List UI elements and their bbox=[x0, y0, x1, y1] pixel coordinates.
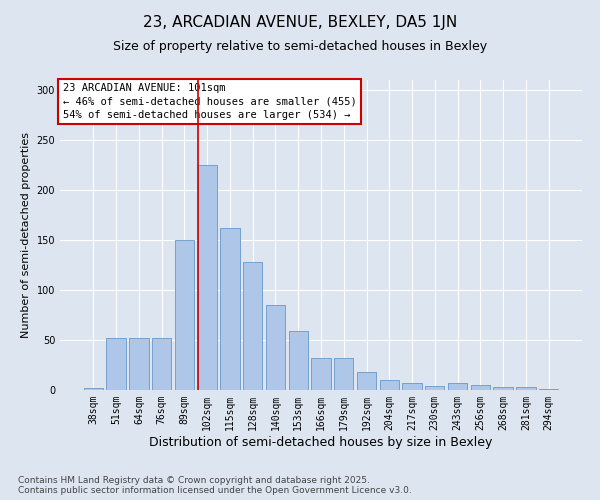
Bar bbox=[243, 262, 262, 390]
Text: Contains HM Land Registry data © Crown copyright and database right 2025.: Contains HM Land Registry data © Crown c… bbox=[18, 476, 370, 485]
Bar bbox=[425, 386, 445, 390]
Bar bbox=[197, 165, 217, 390]
Bar bbox=[175, 240, 194, 390]
Text: 23, ARCADIAN AVENUE, BEXLEY, DA5 1JN: 23, ARCADIAN AVENUE, BEXLEY, DA5 1JN bbox=[143, 15, 457, 30]
Bar bbox=[357, 372, 376, 390]
Bar bbox=[334, 358, 353, 390]
Text: Size of property relative to semi-detached houses in Bexley: Size of property relative to semi-detach… bbox=[113, 40, 487, 53]
Bar bbox=[493, 387, 513, 390]
Bar bbox=[152, 338, 172, 390]
Bar bbox=[106, 338, 126, 390]
Bar bbox=[403, 383, 422, 390]
Bar bbox=[220, 228, 239, 390]
Bar bbox=[311, 358, 331, 390]
Bar bbox=[516, 387, 536, 390]
Bar bbox=[266, 305, 285, 390]
Bar bbox=[84, 388, 103, 390]
Text: Contains public sector information licensed under the Open Government Licence v3: Contains public sector information licen… bbox=[18, 486, 412, 495]
Text: 23 ARCADIAN AVENUE: 101sqm
← 46% of semi-detached houses are smaller (455)
54% o: 23 ARCADIAN AVENUE: 101sqm ← 46% of semi… bbox=[62, 83, 356, 120]
Bar bbox=[380, 380, 399, 390]
X-axis label: Distribution of semi-detached houses by size in Bexley: Distribution of semi-detached houses by … bbox=[149, 436, 493, 448]
Bar bbox=[289, 331, 308, 390]
Bar bbox=[129, 338, 149, 390]
Bar bbox=[539, 389, 558, 390]
Bar bbox=[448, 383, 467, 390]
Y-axis label: Number of semi-detached properties: Number of semi-detached properties bbox=[21, 132, 31, 338]
Bar bbox=[470, 385, 490, 390]
